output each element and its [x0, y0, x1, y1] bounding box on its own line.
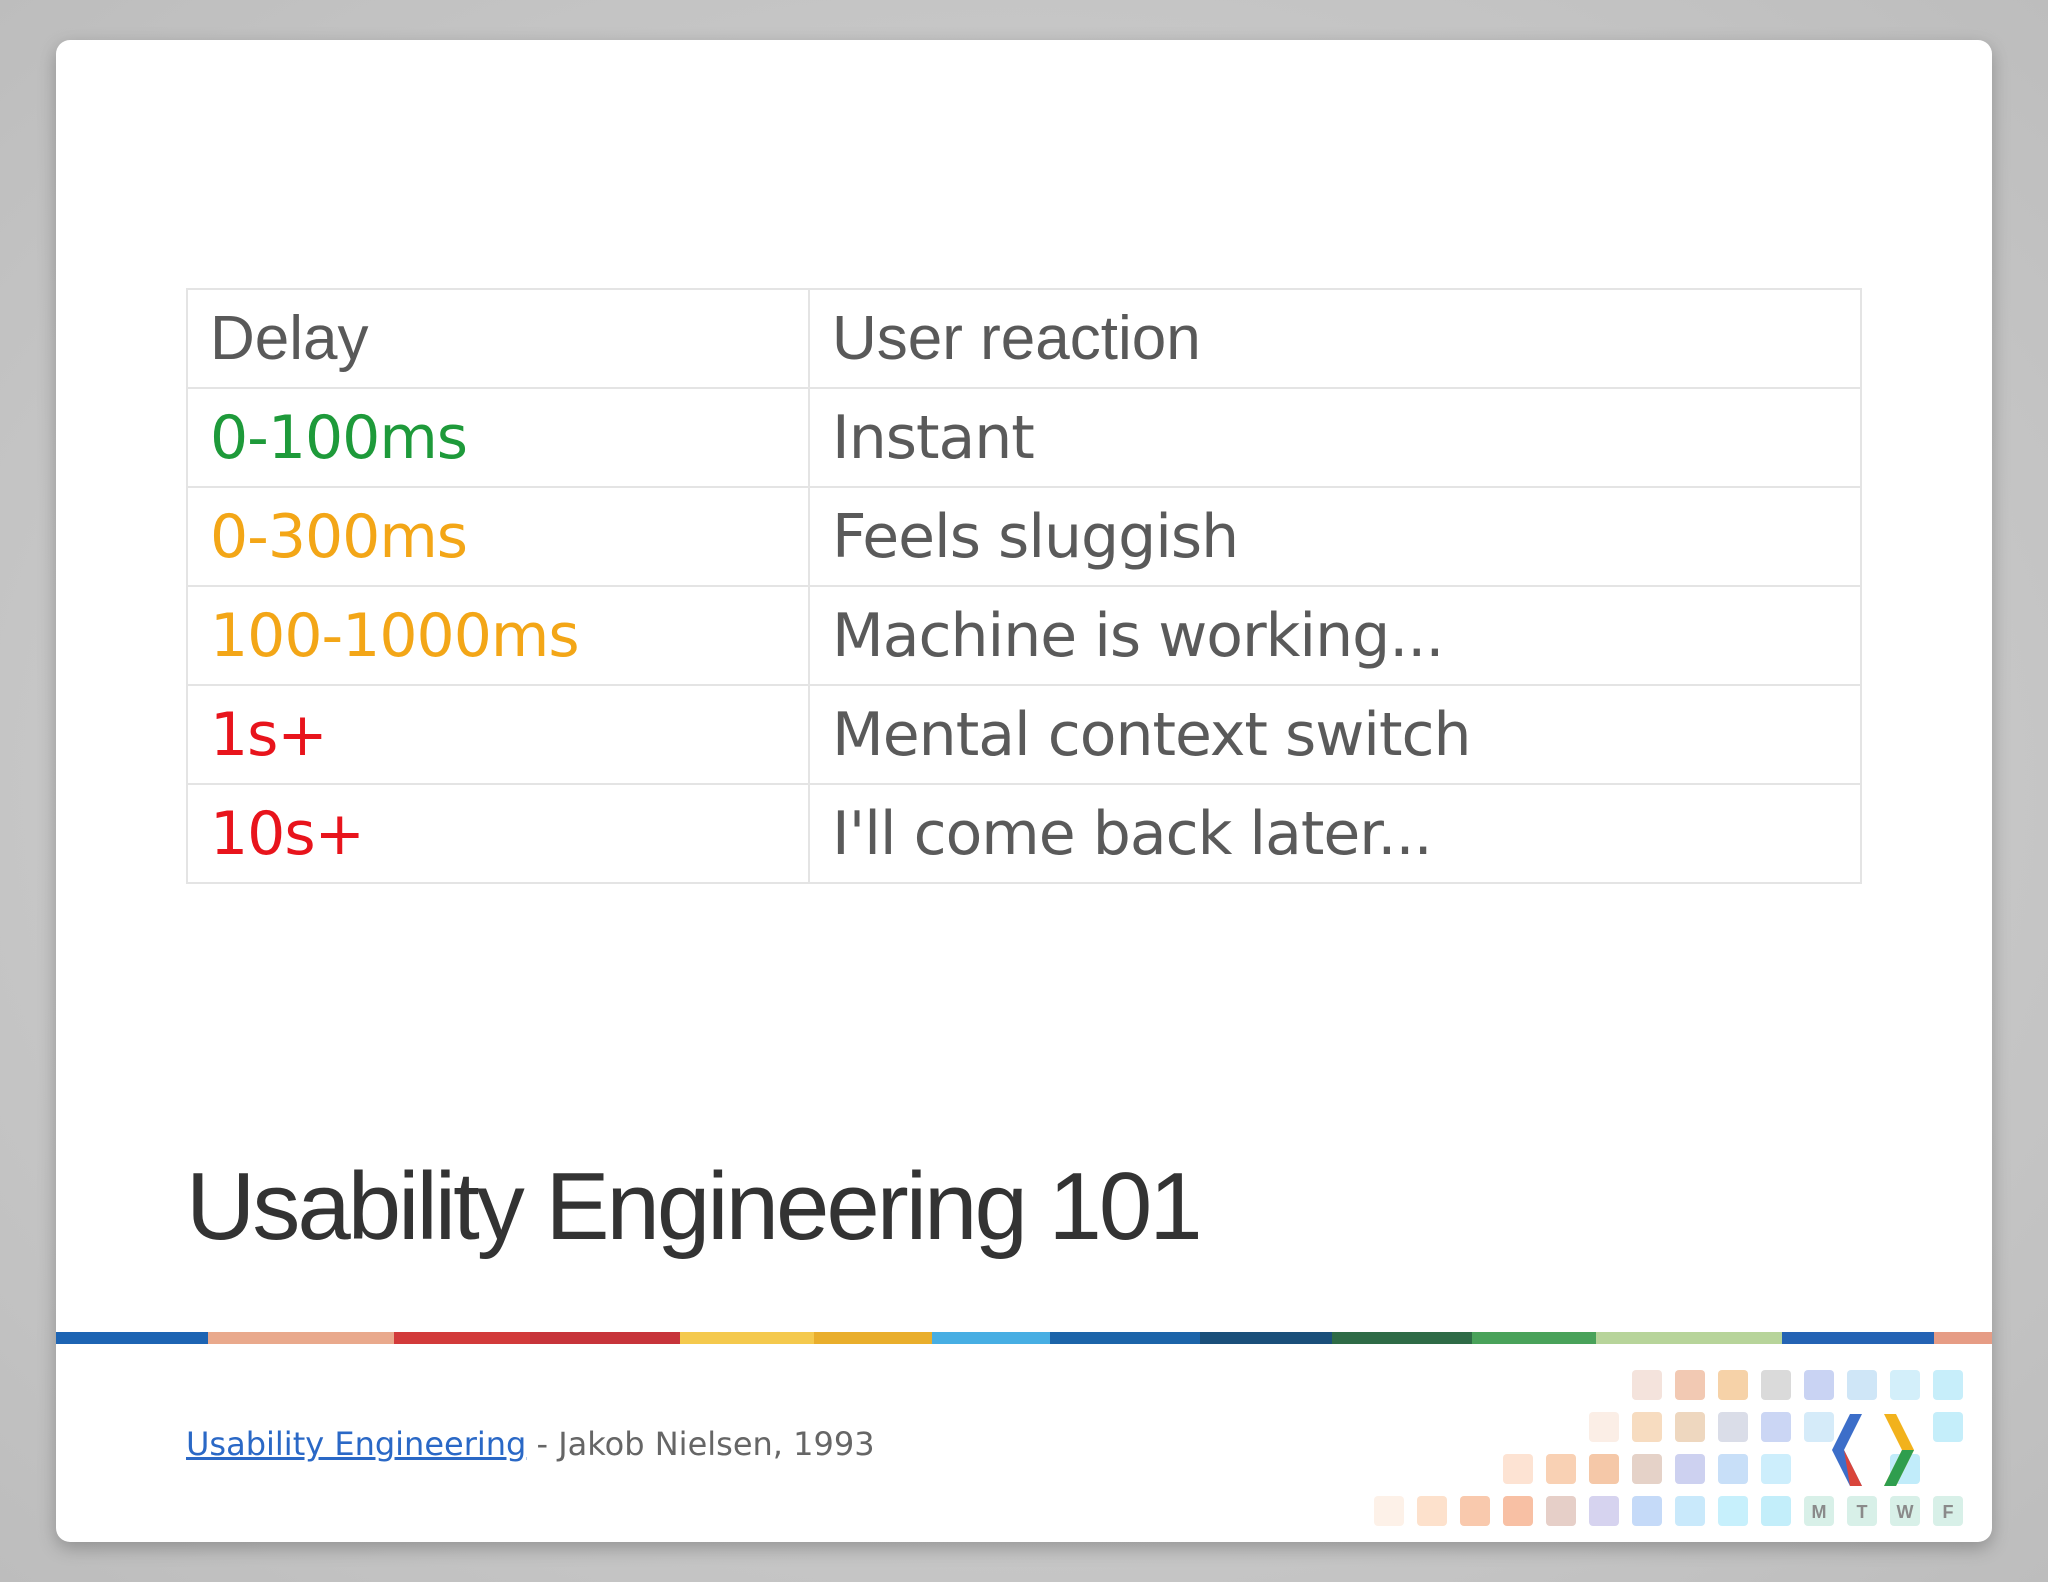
slide: Delay User reaction 0-100ms Instant 0-30… — [56, 40, 1992, 1542]
stripe-segment — [680, 1332, 814, 1344]
logo-square — [1417, 1496, 1447, 1526]
stripe-segment — [1596, 1332, 1782, 1344]
logo-square — [1374, 1496, 1404, 1526]
logo-square — [1632, 1370, 1662, 1400]
delay-cell: 1s+ — [186, 684, 810, 785]
table-header-row: Delay User reaction — [186, 288, 1862, 389]
reaction-cell: Instant — [808, 387, 1862, 488]
stripe-segment — [814, 1332, 932, 1344]
day-letter: M — [1812, 1502, 1827, 1522]
table-row: 0-300ms Feels sluggish — [186, 486, 1862, 587]
logo-square — [1933, 1412, 1963, 1442]
delay-cell: 0-100ms — [186, 387, 810, 488]
delay-reaction-table: Delay User reaction 0-100ms Instant 0-30… — [186, 288, 1862, 884]
reaction-cell: I'll come back later... — [808, 783, 1862, 884]
logo-square — [1503, 1454, 1533, 1484]
logo-square — [1933, 1496, 1963, 1526]
delay-cell: 10s+ — [186, 783, 810, 884]
left-bracket-red — [1844, 1450, 1862, 1486]
reaction-cell: Feels sluggish — [808, 486, 1862, 587]
table-row: 1s+ Mental context switch — [186, 684, 1862, 785]
logo-square — [1632, 1454, 1662, 1484]
header-user-reaction: User reaction — [808, 288, 1862, 389]
stripe-segment — [1050, 1332, 1200, 1344]
logo-square — [1761, 1454, 1791, 1484]
stripe-segment — [1472, 1332, 1596, 1344]
stripe-segment — [530, 1332, 680, 1344]
stripe-segment — [1200, 1332, 1332, 1344]
color-stripe-bar — [56, 1332, 1992, 1344]
logo-square — [1761, 1370, 1791, 1400]
logo-square — [1718, 1454, 1748, 1484]
stripe-segment — [1332, 1332, 1472, 1344]
logo-square — [1718, 1496, 1748, 1526]
logo-square — [1890, 1496, 1920, 1526]
logo-square — [1503, 1496, 1533, 1526]
slide-title: Usability Engineering 101 — [186, 1153, 1203, 1260]
logo-square — [1589, 1412, 1619, 1442]
delay-cell: 0-300ms — [186, 486, 810, 587]
logo-square — [1632, 1496, 1662, 1526]
day-letter: T — [1857, 1502, 1868, 1522]
stripe-segment — [1934, 1332, 1992, 1344]
logo-square — [1847, 1496, 1877, 1526]
stripe-segment — [932, 1332, 1050, 1344]
logo-square — [1761, 1412, 1791, 1442]
logo-square — [1675, 1496, 1705, 1526]
logo-square — [1546, 1496, 1576, 1526]
day-letter: F — [1943, 1502, 1954, 1522]
logo-square — [1546, 1454, 1576, 1484]
header-delay: Delay — [186, 288, 810, 389]
table-row: 0-100ms Instant — [186, 387, 1862, 488]
reaction-cell: Machine is working... — [808, 585, 1862, 686]
code-brackets-icon — [1832, 1414, 1914, 1486]
logo-square — [1675, 1454, 1705, 1484]
logo-square — [1718, 1370, 1748, 1400]
logo-square — [1804, 1412, 1834, 1442]
table-row: 100-1000ms Machine is working... — [186, 585, 1862, 686]
logo-square — [1589, 1454, 1619, 1484]
stripe-segment — [208, 1332, 394, 1344]
logo-square — [1632, 1412, 1662, 1442]
logo-square — [1804, 1496, 1834, 1526]
logo-square — [1589, 1496, 1619, 1526]
logo-square — [1675, 1412, 1705, 1442]
logo-square — [1761, 1496, 1791, 1526]
logo-square — [1460, 1496, 1490, 1526]
citation-author: - Jakob Nielsen, 1993 — [526, 1425, 875, 1463]
left-bracket-blue — [1832, 1414, 1862, 1486]
table-row: 10s+ I'll come back later... — [186, 783, 1862, 884]
logo-square — [1933, 1370, 1963, 1400]
logo-square — [1890, 1370, 1920, 1400]
stripe-segment — [1782, 1332, 1934, 1344]
stripe-segment — [394, 1332, 530, 1344]
footer-citation: Usability Engineering - Jakob Nielsen, 1… — [186, 1425, 875, 1463]
logo-square — [1847, 1370, 1877, 1400]
reaction-cell: Mental context switch — [808, 684, 1862, 785]
logo-square — [1675, 1370, 1705, 1400]
stripe-segment — [56, 1332, 208, 1344]
logo-square — [1804, 1370, 1834, 1400]
logo-square — [1718, 1412, 1748, 1442]
right-bracket-green — [1884, 1450, 1914, 1486]
usability-engineering-link[interactable]: Usability Engineering — [186, 1425, 527, 1463]
day-letter: W — [1897, 1502, 1914, 1522]
delay-cell: 100-1000ms — [186, 585, 810, 686]
